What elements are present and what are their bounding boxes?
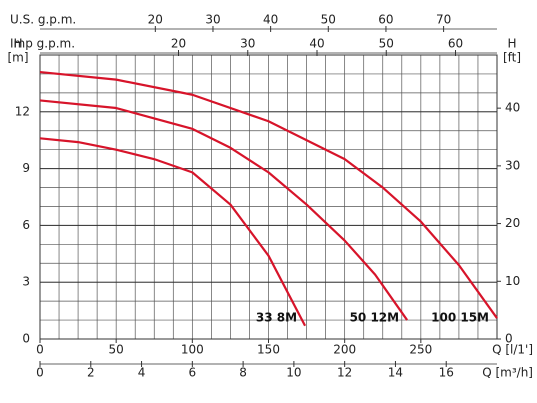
y2-axis-unit: [ft] bbox=[503, 51, 521, 65]
x-tick-label: 40 bbox=[309, 37, 324, 51]
x-tick-label: 30 bbox=[205, 13, 220, 27]
x-tick-label: 150 bbox=[257, 343, 280, 357]
y-axis-unit: [m] bbox=[7, 51, 28, 65]
x-tick-label: 8 bbox=[239, 366, 247, 380]
x-tick-label: 2 bbox=[87, 366, 95, 380]
y-tick-label: 6 bbox=[22, 218, 30, 232]
curve bbox=[39, 99, 409, 321]
x-tick-label: 60 bbox=[448, 37, 463, 51]
x-tick-label: 30 bbox=[240, 37, 255, 51]
x-tick-label: 4 bbox=[138, 366, 146, 380]
x-axis-label: Imp g.p.m. bbox=[10, 37, 75, 51]
x-tick-label: 12 bbox=[337, 366, 352, 380]
x-tick-label: 100 bbox=[181, 343, 204, 357]
x-tick-label: 14 bbox=[388, 366, 403, 380]
x-tick-label: 40 bbox=[263, 13, 278, 27]
curve bbox=[39, 137, 307, 327]
x-tick-label: 50 bbox=[321, 13, 336, 27]
x-tick-label: 6 bbox=[189, 366, 197, 380]
y2-tick-label: 30 bbox=[505, 158, 520, 172]
y2-tick-label: 0 bbox=[505, 332, 513, 346]
x-tick-label: 50 bbox=[379, 37, 394, 51]
x-axis-label: Q [m³/h] bbox=[482, 366, 533, 380]
y2-tick-label: 20 bbox=[505, 216, 520, 230]
x-tick-label: 0 bbox=[36, 343, 44, 357]
y-tick-label: 12 bbox=[15, 104, 30, 118]
curve-label: 50 12M bbox=[350, 311, 400, 325]
x-tick-label: 20 bbox=[148, 13, 163, 27]
x-axis-label: Q [l/1'] bbox=[492, 343, 533, 357]
y-tick-label: 9 bbox=[22, 161, 30, 175]
x-tick-label: 250 bbox=[409, 343, 432, 357]
x-axis-label: U.S. g.p.m. bbox=[10, 13, 76, 27]
x-tick-label: 16 bbox=[439, 366, 454, 380]
curve bbox=[39, 70, 498, 319]
curve-label: 100 15M bbox=[431, 311, 489, 325]
x-tick-label: 70 bbox=[436, 13, 451, 27]
y2-axis-label: H bbox=[507, 37, 516, 51]
y2-tick-label: 40 bbox=[505, 101, 520, 115]
y-tick-label: 3 bbox=[22, 275, 30, 289]
x-tick-label: 50 bbox=[109, 343, 124, 357]
x-tick-label: 20 bbox=[171, 37, 186, 51]
x-tick-label: 0 bbox=[36, 366, 44, 380]
x-tick-label: 60 bbox=[378, 13, 393, 27]
y-tick-label: 0 bbox=[22, 332, 30, 346]
curve-label: 33 8M bbox=[256, 311, 297, 325]
x-tick-label: 200 bbox=[333, 343, 356, 357]
y-axis-label: H bbox=[13, 37, 22, 51]
y2-tick-label: 10 bbox=[505, 274, 520, 288]
x-tick-label: 10 bbox=[286, 366, 301, 380]
